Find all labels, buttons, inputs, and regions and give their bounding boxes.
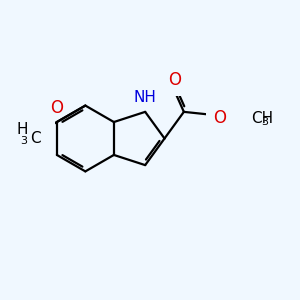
Text: H: H — [17, 122, 28, 137]
Text: C: C — [30, 131, 40, 146]
Text: 3: 3 — [261, 117, 268, 127]
Text: CH: CH — [251, 111, 273, 126]
Text: O: O — [168, 71, 181, 89]
Text: 3: 3 — [21, 136, 28, 146]
Text: NH: NH — [134, 90, 157, 105]
Text: O: O — [50, 99, 63, 117]
Text: O: O — [213, 109, 226, 127]
